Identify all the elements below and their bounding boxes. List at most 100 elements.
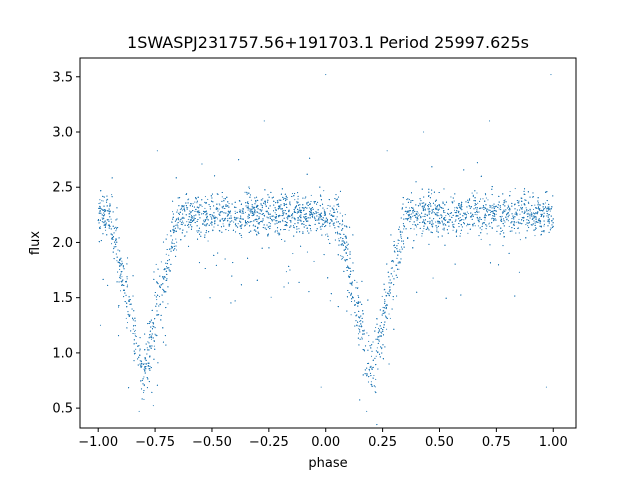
data-point (305, 216, 307, 218)
data-point (529, 210, 531, 212)
data-point (508, 225, 510, 227)
data-point (398, 250, 400, 253)
data-point (341, 255, 343, 258)
data-point (491, 217, 493, 219)
data-point (453, 223, 455, 225)
data-point (472, 194, 474, 196)
data-point (521, 204, 523, 206)
data-point (392, 299, 394, 301)
data-point (183, 217, 185, 219)
data-point (528, 215, 530, 217)
data-point (412, 215, 414, 217)
data-point (459, 217, 461, 219)
data-point (253, 208, 255, 210)
data-point (211, 217, 213, 219)
data-point (350, 292, 353, 294)
data-point (398, 239, 400, 242)
data-point (504, 221, 506, 223)
data-point (186, 206, 188, 208)
data-point (310, 230, 312, 232)
data-point (477, 225, 479, 227)
data-point (524, 210, 526, 212)
data-point (482, 198, 484, 200)
data-point (489, 211, 492, 213)
data-point (469, 206, 471, 208)
data-point (270, 296, 272, 298)
data-point (126, 284, 129, 286)
data-point (423, 219, 425, 221)
data-point (126, 278, 128, 280)
chart-title: 1SWASPJ231757.56+191703.1 Period 25997.6… (127, 33, 529, 52)
data-point (323, 219, 325, 221)
data-point (241, 236, 243, 238)
data-point (179, 208, 181, 211)
data-point (146, 347, 148, 349)
data-point (492, 204, 494, 206)
data-point (519, 213, 521, 215)
data-point (436, 212, 438, 214)
data-point (518, 271, 520, 273)
data-point (196, 202, 198, 204)
data-point (336, 216, 338, 218)
data-point (167, 303, 169, 305)
data-point (436, 228, 438, 230)
data-point (474, 213, 476, 216)
data-point (303, 216, 305, 218)
data-point (400, 237, 403, 240)
data-point (399, 249, 401, 251)
data-point (454, 209, 456, 211)
data-point (535, 215, 537, 217)
data-point (99, 199, 101, 201)
data-point (99, 226, 101, 228)
data-point (408, 207, 411, 209)
data-point (179, 228, 181, 230)
data-point (216, 216, 218, 219)
data-point (216, 207, 218, 209)
data-point (454, 220, 456, 222)
data-point (111, 243, 113, 245)
data-point (548, 206, 550, 208)
data-point (172, 226, 174, 228)
data-point (323, 209, 325, 211)
data-point (226, 205, 228, 207)
data-point (326, 207, 328, 209)
data-point (176, 209, 178, 211)
data-point (391, 275, 394, 277)
data-point (530, 212, 532, 214)
data-point (223, 198, 225, 200)
data-point (361, 336, 363, 338)
data-point (212, 216, 214, 218)
data-point (132, 328, 134, 330)
data-point (424, 208, 427, 210)
data-point (240, 210, 242, 212)
data-point (99, 202, 101, 204)
data-point (152, 325, 154, 327)
data-point (382, 306, 384, 308)
data-point (172, 211, 174, 213)
data-point (527, 212, 529, 214)
data-point (244, 225, 246, 227)
data-point (454, 207, 456, 209)
data-point (281, 219, 283, 221)
data-point (176, 223, 178, 225)
data-point (218, 203, 220, 205)
data-point (544, 202, 547, 204)
data-point (216, 218, 218, 220)
data-point (403, 228, 405, 230)
data-point (341, 219, 344, 221)
data-point (428, 201, 431, 204)
data-point (438, 222, 440, 224)
data-point (500, 217, 502, 219)
data-point (144, 370, 146, 372)
data-point (368, 335, 370, 337)
data-point (340, 255, 342, 257)
data-point (487, 199, 489, 201)
data-point (221, 196, 223, 198)
data-point (481, 207, 483, 209)
data-point (274, 212, 276, 214)
data-point (346, 255, 348, 257)
data-point (213, 215, 215, 217)
data-point (291, 193, 294, 195)
data-point (351, 284, 353, 286)
